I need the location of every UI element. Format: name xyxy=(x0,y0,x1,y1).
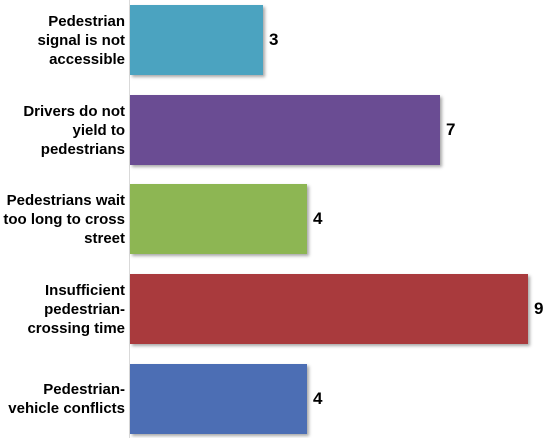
category-label: Pedestrian- vehicle conflicts xyxy=(8,381,125,417)
category-label: Insufficient pedestrian- crossing time xyxy=(27,281,125,337)
data-label: 7 xyxy=(446,120,456,139)
data-label: 4 xyxy=(313,209,323,228)
category-axis-line xyxy=(129,0,130,438)
data-label: 3 xyxy=(269,30,279,49)
bar xyxy=(130,184,307,254)
bar xyxy=(130,95,440,165)
bar xyxy=(130,364,307,434)
data-label: 9 xyxy=(534,299,544,318)
bar xyxy=(130,274,528,344)
category-label: Pedestrian signal is not accessible xyxy=(37,12,125,68)
data-label: 4 xyxy=(313,389,323,408)
category-label: Pedestrians wait too long to cross stree… xyxy=(3,191,125,247)
bar xyxy=(130,5,263,75)
category-label: Drivers do not yield to pedestrians xyxy=(23,102,125,158)
